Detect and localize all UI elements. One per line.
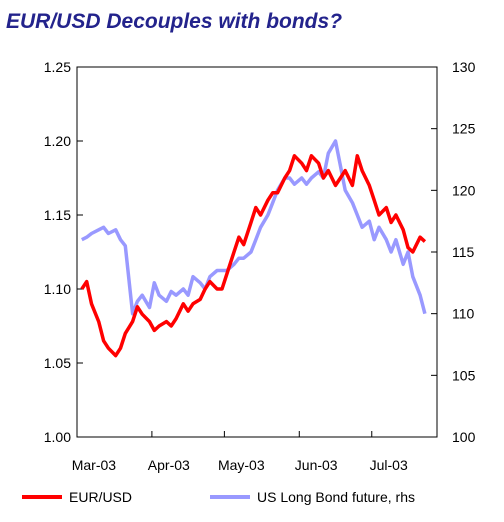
y-right-tick-label: 125 bbox=[452, 121, 476, 137]
y-right-tick-label: 110 bbox=[452, 306, 475, 322]
y-right-tick-label: 105 bbox=[452, 367, 476, 383]
y-right-tick-label: 130 bbox=[452, 59, 476, 75]
legend: EUR/USD US Long Bond future, rhs bbox=[22, 489, 415, 505]
x-tick-label: Mar-03 bbox=[72, 457, 117, 473]
y-right-tick-label: 115 bbox=[452, 244, 475, 260]
legend-label: US Long Bond future, rhs bbox=[257, 489, 415, 505]
series bbox=[80, 139, 427, 358]
x-tick-label: Apr-03 bbox=[148, 457, 190, 473]
y-left-tick-label: 1.00 bbox=[44, 429, 71, 445]
legend-label: EUR/USD bbox=[69, 489, 132, 505]
x-tick-label: Jul-03 bbox=[370, 457, 408, 473]
y-left-tick-label: 1.15 bbox=[44, 207, 71, 223]
series-line-bond-future bbox=[81, 139, 427, 316]
y-right-tick-label: 120 bbox=[452, 182, 476, 198]
y-left-tick-label: 1.20 bbox=[44, 133, 71, 149]
y-left-tick-label: 1.05 bbox=[44, 355, 71, 371]
plot-area bbox=[76, 66, 438, 438]
y-left-tick-label: 1.25 bbox=[44, 59, 71, 75]
chart-title: EUR/USD Decouples with bonds? bbox=[6, 10, 343, 33]
x-tick-label: Jun-03 bbox=[295, 457, 338, 473]
series-line-eur-usd bbox=[80, 154, 427, 358]
axes: 1.00 1.05 1.10 1.15 1.20 1.25 100 105 110 115 120 1… bbox=[44, 59, 476, 473]
y-right-tick-label: 100 bbox=[452, 429, 476, 445]
y-left-tick-label: 1.10 bbox=[44, 281, 71, 297]
x-tick-label: May-03 bbox=[218, 457, 265, 473]
